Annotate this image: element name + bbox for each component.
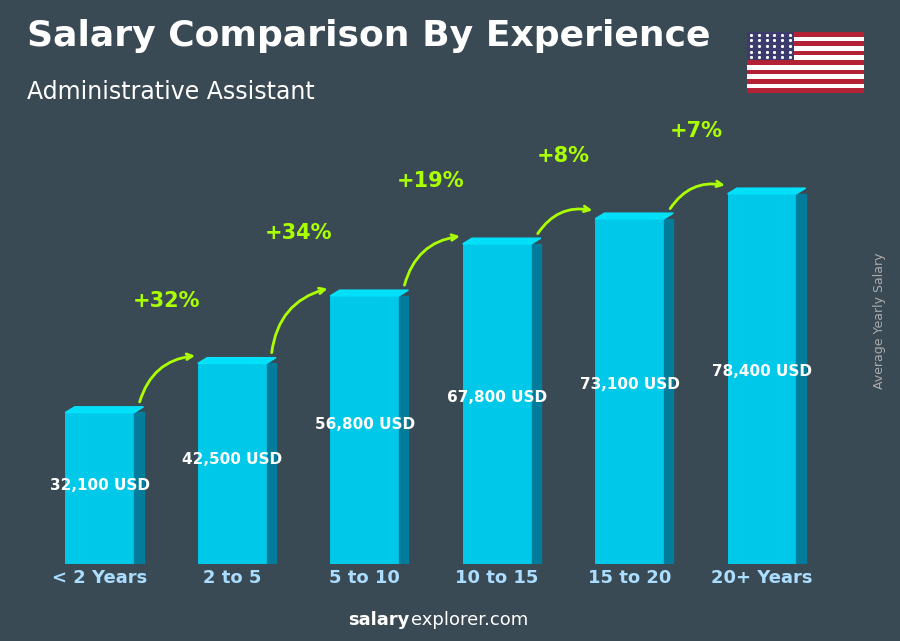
Polygon shape: [198, 358, 276, 363]
Bar: [595, 219, 664, 564]
Polygon shape: [134, 412, 143, 564]
Polygon shape: [66, 407, 143, 412]
Text: 73,100 USD: 73,100 USD: [580, 377, 680, 392]
Text: Salary Comparison By Experience: Salary Comparison By Experience: [27, 19, 710, 53]
Bar: [747, 37, 864, 42]
Bar: [747, 60, 864, 65]
Text: 78,400 USD: 78,400 USD: [712, 364, 812, 379]
Bar: [747, 46, 864, 51]
Bar: [747, 56, 864, 60]
Text: +32%: +32%: [132, 290, 200, 311]
Polygon shape: [266, 363, 276, 564]
Text: +19%: +19%: [397, 171, 464, 191]
Polygon shape: [532, 244, 541, 564]
Text: +7%: +7%: [670, 121, 723, 141]
Bar: [463, 244, 532, 564]
Text: +8%: +8%: [537, 146, 590, 166]
Polygon shape: [330, 290, 409, 296]
Bar: [747, 32, 864, 37]
Text: 67,800 USD: 67,800 USD: [447, 390, 547, 405]
Bar: [747, 69, 864, 74]
Bar: [747, 88, 864, 93]
Polygon shape: [796, 194, 806, 564]
Bar: [747, 65, 864, 69]
Text: 42,500 USD: 42,500 USD: [182, 452, 283, 467]
Text: Average Yearly Salary: Average Yearly Salary: [874, 253, 886, 388]
Polygon shape: [727, 188, 806, 194]
Text: salary: salary: [348, 612, 410, 629]
Polygon shape: [463, 238, 541, 244]
Bar: [747, 74, 864, 79]
Polygon shape: [595, 213, 673, 219]
Bar: [747, 42, 864, 46]
Text: 56,800 USD: 56,800 USD: [315, 417, 415, 432]
Bar: [330, 296, 399, 564]
Bar: [747, 79, 864, 83]
Bar: [66, 412, 134, 564]
Text: 32,100 USD: 32,100 USD: [50, 478, 149, 493]
Bar: [747, 83, 864, 88]
Bar: [727, 194, 796, 564]
Bar: [198, 363, 266, 564]
Bar: [747, 32, 794, 60]
Text: Administrative Assistant: Administrative Assistant: [27, 80, 315, 104]
Text: +34%: +34%: [265, 223, 332, 243]
Polygon shape: [664, 219, 673, 564]
Bar: [747, 51, 864, 56]
Polygon shape: [399, 296, 409, 564]
Text: explorer.com: explorer.com: [411, 612, 528, 629]
